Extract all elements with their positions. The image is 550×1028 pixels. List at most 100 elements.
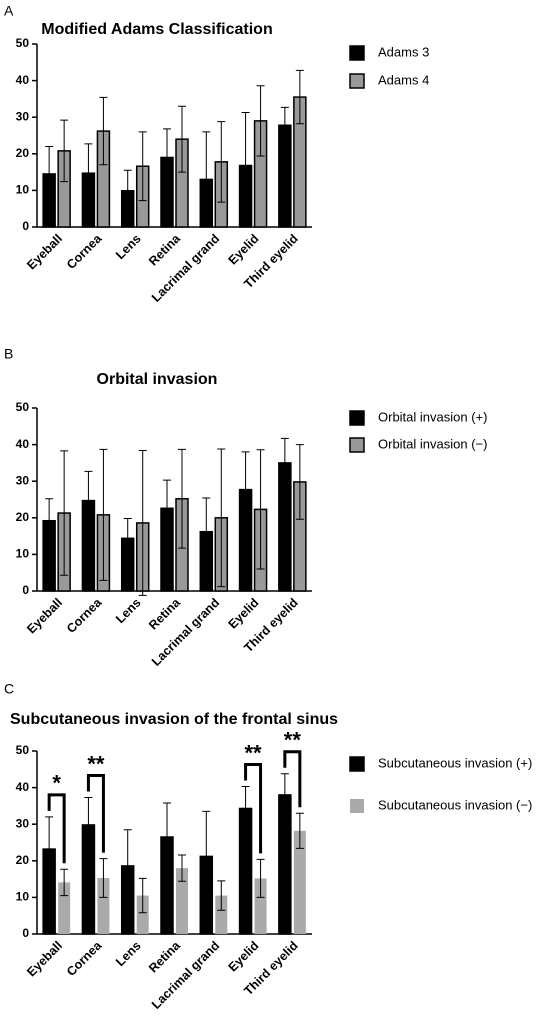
error-bar	[280, 773, 289, 817]
y-tick-label: 0	[22, 583, 29, 597]
legend-swatch	[349, 410, 365, 426]
y-tick-label: 20	[16, 853, 30, 867]
error-bar	[45, 816, 54, 882]
error-bar	[280, 106, 289, 144]
error-bar	[84, 470, 93, 531]
legend-label: Subcutaneous invasion (−)	[378, 797, 532, 812]
error-bar	[295, 812, 304, 849]
legend-swatch	[349, 756, 365, 772]
error-bar	[163, 802, 171, 872]
error-bar	[217, 448, 226, 588]
x-tick-label: Lacrimal grand	[149, 596, 222, 669]
error-bar	[241, 111, 250, 220]
legend-swatch	[349, 45, 365, 61]
error-bar	[295, 69, 304, 125]
x-tick-label: Cornea	[64, 938, 105, 979]
error-bar	[123, 829, 132, 903]
bar	[176, 868, 188, 934]
x-tick-label: Eyelid	[226, 596, 262, 632]
chart-title: Orbital invasion	[97, 371, 218, 388]
x-tick-label: Cornea	[64, 595, 105, 636]
bar	[136, 895, 149, 934]
error-bar	[45, 145, 54, 202]
x-tick-label: Retina	[146, 231, 184, 269]
chart-title: Modified Adams Classification	[41, 21, 272, 38]
error-bar	[163, 479, 171, 537]
y-tick-label: 40	[16, 73, 30, 87]
error-bar	[99, 96, 108, 166]
legend-label: Adams 4	[378, 72, 429, 87]
x-tick-label: Lacrimal grand	[149, 939, 222, 1012]
y-tick-label: 30	[16, 816, 30, 830]
y-tick-label: 50	[16, 36, 30, 50]
y-tick-label: 10	[16, 183, 30, 197]
chart-title: Subcutaneous invasion of the frontal sin…	[10, 711, 338, 728]
y-tick-label: 40	[16, 437, 30, 451]
error-bar	[138, 131, 147, 202]
error-bar	[217, 121, 226, 203]
error-bar	[256, 85, 265, 157]
significance-bracket	[244, 763, 263, 854]
significance-label: *	[52, 771, 61, 796]
panel-label: C	[4, 681, 14, 697]
legend-label: Orbital invasion (+)	[378, 409, 487, 424]
error-bar	[202, 497, 211, 566]
error-bar	[84, 143, 93, 203]
legend-swatch	[349, 73, 365, 89]
legend-swatch	[349, 437, 365, 453]
y-tick-label: 10	[16, 890, 30, 904]
error-bar	[99, 858, 108, 898]
error-bar	[138, 877, 147, 914]
y-tick-label: 20	[16, 146, 30, 160]
y-tick-label: 30	[16, 473, 30, 487]
x-tick-label: Retina	[146, 938, 184, 976]
y-tick-label: 20	[16, 510, 30, 524]
x-tick-label: Lens	[113, 939, 144, 970]
bar	[254, 878, 267, 934]
error-bar	[202, 810, 211, 902]
significance-label: **	[284, 728, 302, 753]
legend-label: Subcutaneous invasion (+)	[378, 755, 532, 770]
error-bar	[202, 131, 211, 228]
significance-label: **	[245, 740, 263, 765]
error-bar	[123, 169, 132, 212]
x-tick-label: Lens	[113, 596, 144, 627]
bar	[97, 878, 110, 934]
significance-label: **	[87, 751, 105, 776]
error-bar	[295, 444, 304, 520]
y-tick-label: 0	[22, 219, 29, 233]
error-bar	[178, 448, 186, 549]
y-tick-label: 30	[16, 109, 30, 123]
panel-label: B	[4, 346, 13, 362]
legend-label: Orbital invasion (−)	[378, 436, 487, 451]
error-bar	[256, 858, 265, 898]
x-tick-label: Eyeball	[24, 232, 65, 273]
error-bar	[99, 448, 108, 581]
y-tick-label: 10	[16, 547, 30, 561]
bar	[215, 895, 228, 934]
error-bar	[280, 437, 289, 488]
x-tick-label: Eyelid	[226, 939, 262, 975]
error-bar	[163, 128, 171, 187]
error-bar	[60, 119, 69, 183]
legend-swatch	[350, 799, 364, 813]
error-bar	[178, 854, 186, 882]
y-tick-label: 50	[16, 743, 30, 757]
error-bar	[241, 786, 250, 831]
x-tick-label: Lacrimal grand	[149, 232, 222, 305]
x-tick-label: Retina	[146, 595, 184, 633]
error-bar	[60, 450, 69, 576]
error-bar	[45, 498, 54, 544]
x-tick-label: Eyeball	[24, 596, 65, 637]
error-bar	[217, 880, 226, 911]
error-bar	[241, 451, 250, 528]
x-tick-label: Eyeball	[24, 939, 65, 980]
x-tick-label: Cornea	[64, 231, 105, 272]
bar	[58, 882, 71, 934]
y-tick-label: 50	[16, 400, 30, 414]
error-bar	[178, 105, 186, 173]
error-bar	[256, 449, 265, 570]
legend-label: Adams 3	[378, 44, 429, 59]
significance-bracket	[86, 773, 105, 853]
